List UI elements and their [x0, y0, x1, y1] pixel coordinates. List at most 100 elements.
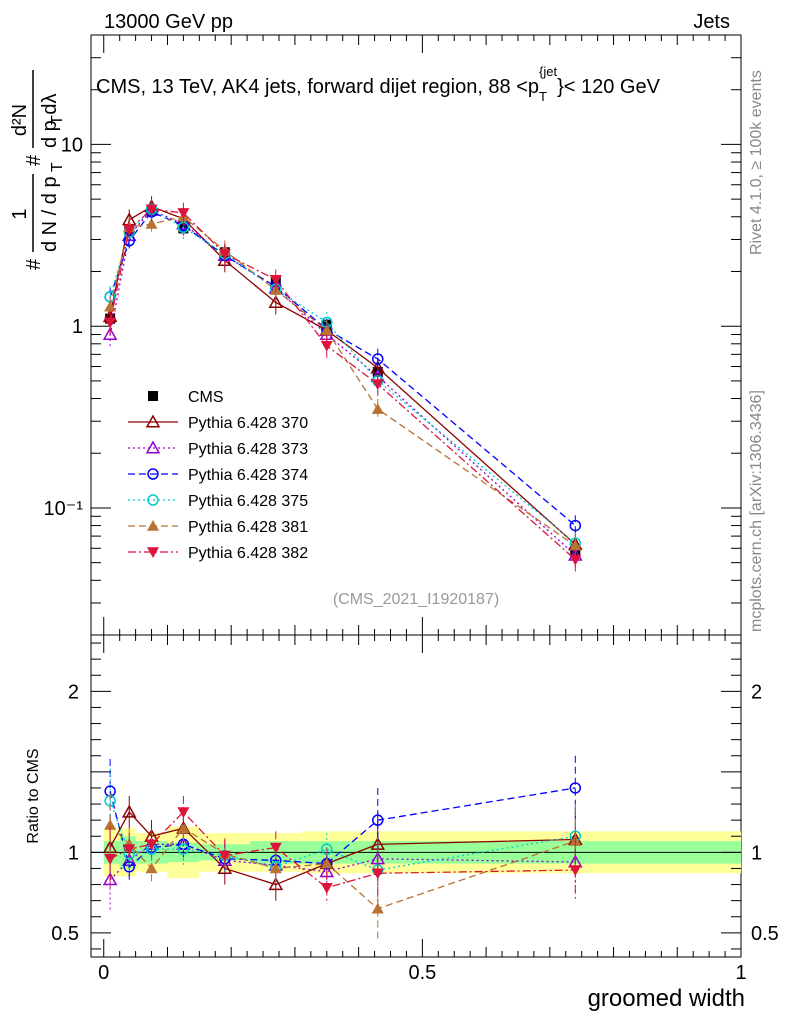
legend-item: Pythia 6.428 381 [128, 519, 308, 536]
ratio-point [371, 902, 384, 914]
ratio-point [320, 857, 333, 869]
legend-item: CMS [148, 389, 224, 406]
x-tick-label: 1 [735, 962, 746, 984]
ratio-point [268, 877, 284, 891]
ratio-point [269, 862, 282, 874]
ratio-frame [90, 634, 742, 958]
data-point [104, 317, 117, 329]
series-pythia-6-428-382 [104, 198, 582, 572]
legend-marker [148, 391, 158, 401]
legend-item: Pythia 6.428 374 [128, 467, 308, 484]
ratio-point [145, 862, 158, 874]
ratio-y-tick-label-right: 2 [751, 681, 762, 703]
ratio-y-tick-label: 2 [68, 681, 79, 703]
y-tick-label: 10⁻¹ [44, 498, 84, 520]
series-pythia-6-428-375 [104, 198, 582, 556]
data-point [218, 249, 231, 260]
legend-marker [145, 440, 161, 454]
mcplots-label: mcplots.cern.ch [arXiv:1306.3436] [748, 390, 765, 632]
ylabel-rhs-den: d p dλ [39, 94, 61, 148]
ratio-point [145, 839, 158, 851]
data-point [569, 519, 582, 532]
data-point [269, 274, 282, 286]
ratio-y-tick-label: 1 [68, 842, 79, 864]
ratio-bands [91, 826, 741, 879]
ratio-point [102, 872, 118, 886]
series-pythia-6-428-370 [102, 196, 583, 557]
ratio-point [320, 882, 333, 894]
ratio-point [121, 804, 137, 818]
legend-item: Pythia 6.428 375 [128, 493, 308, 510]
ylabel-sub-2: T [49, 115, 66, 125]
legend-label: Pythia 6.428 373 [188, 441, 308, 458]
watermark: (CMS_2021_I1920187) [333, 591, 499, 608]
data-point [102, 326, 118, 341]
ratio-ylabel: Ratio to CMS [25, 748, 42, 843]
data-point [371, 379, 384, 391]
series-pythia-6-428-374 [104, 201, 582, 538]
data-point [145, 217, 158, 229]
rivet-label: Rivet 4.1.0, ≥ 100k events [748, 70, 765, 255]
series-line [109, 208, 576, 544]
ratio-point [104, 818, 117, 830]
ylabel-hash-2: # [23, 154, 45, 166]
legend-label: Pythia 6.428 374 [188, 467, 308, 484]
legend-marker [147, 468, 159, 480]
legend-label: Pythia 6.428 382 [188, 545, 308, 562]
series-pythia-6-428-373 [102, 199, 583, 568]
data-point [372, 353, 384, 365]
ratio-y-tick-label-right: 0.5 [751, 923, 779, 945]
data-point [320, 324, 333, 336]
series-cms [105, 206, 581, 556]
series-line [109, 209, 576, 556]
ylabel-sub-1: T [49, 162, 66, 172]
header-right: Jets [693, 11, 730, 33]
ratio-point [372, 814, 384, 826]
data-point [123, 224, 136, 236]
header-left: 13000 GeV pp [104, 11, 233, 33]
legend-marker [147, 494, 159, 506]
ratio-point [104, 853, 117, 865]
ratio-point [569, 782, 582, 794]
legend-label: Pythia 6.428 370 [188, 415, 308, 432]
ratio-point [218, 850, 231, 862]
ratio-point [177, 822, 190, 833]
data-point [177, 208, 190, 219]
ratio-y-tick-label-right: 1 [751, 842, 762, 864]
legend-item: Pythia 6.428 382 [128, 545, 308, 562]
main-title-sup: {jet [539, 64, 557, 79]
main-title-tail: }< 120 GeV [557, 76, 661, 98]
ratio-point [177, 843, 190, 855]
x-tick-label: 0 [98, 962, 109, 984]
main-title-lead: CMS, 13 TeV, AK4 jets, forward dijet reg… [96, 76, 539, 98]
series-line [109, 205, 576, 545]
main-title-sub: T [539, 89, 547, 104]
ratio-y-tick-label: 0.5 [51, 923, 79, 945]
ratio-line [109, 800, 576, 871]
legend-label: CMS [188, 389, 224, 406]
series-line [109, 211, 576, 527]
main-series [102, 196, 583, 572]
main-ylabel: # 1 d N / d p T # d²N d p dλ T [9, 70, 66, 270]
series-line [109, 216, 576, 547]
data-point [569, 554, 582, 566]
ylabel-rhs-num: d²N [9, 104, 31, 136]
ratio-point [371, 868, 384, 880]
data-point [320, 341, 333, 352]
legend-label: Pythia 6.428 381 [188, 519, 308, 536]
series-pythia-6-428-381 [104, 206, 582, 558]
ratio-point [269, 842, 282, 854]
legend-marker [147, 520, 159, 531]
ratio-point [217, 860, 233, 874]
ylabel-den: d N / d p [39, 176, 61, 252]
ratio-point [177, 807, 190, 819]
x-axis-label: groomed width [588, 985, 745, 1012]
legend: CMS Pythia 6.428 370 Pythia 6.428 373 Pythi… [128, 389, 308, 562]
ratio-point [123, 844, 136, 856]
data-point [569, 539, 582, 551]
y-tick-label: 1 [72, 316, 83, 338]
ratio-point [569, 865, 582, 877]
data-point [145, 204, 158, 216]
